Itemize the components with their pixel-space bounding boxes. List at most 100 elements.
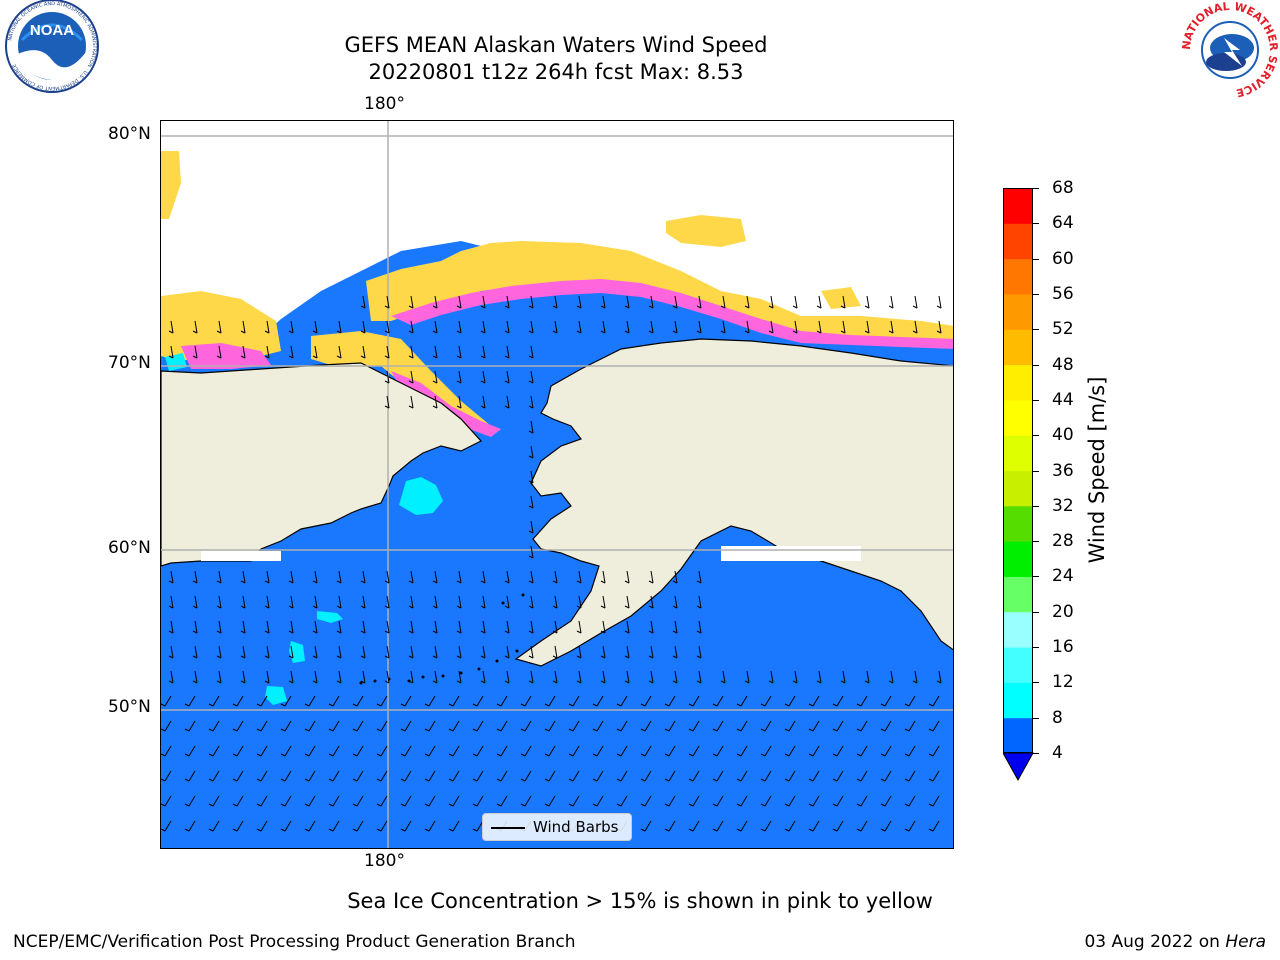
wind-barb (530, 395, 534, 409)
wind-barb-flag (208, 728, 214, 732)
wind-barb-flag (840, 330, 846, 334)
wind-barb-flag (328, 753, 334, 757)
colorbar-band (1003, 188, 1033, 224)
wind-barb-flag (768, 680, 774, 684)
colorbar-tick-mark (1033, 329, 1039, 331)
wind-barb (266, 345, 270, 359)
wind-barb (500, 795, 508, 807)
wind-barb (314, 320, 318, 334)
legend-wind-barb-icon (491, 827, 525, 829)
wind-barb-flag (688, 753, 694, 757)
wind-barb-flag (712, 728, 718, 732)
wind-barb-flag (360, 355, 366, 359)
wind-barb-flag (280, 778, 286, 782)
wind-barb (218, 570, 222, 584)
wind-barb (530, 495, 534, 509)
wind-barb-flag (528, 580, 534, 584)
colorbar-tick-mark (1033, 753, 1039, 754)
wind-barb-flag (312, 580, 318, 584)
wind-barb-flag (672, 630, 678, 634)
wind-barb (692, 720, 700, 732)
wind-barb-flag (696, 330, 702, 334)
wind-barb-flag (312, 630, 318, 634)
wind-barb-flag (240, 630, 246, 634)
speed-patch-1 (317, 611, 343, 623)
wind-barb (698, 620, 702, 634)
wind-barb-flag (576, 680, 582, 684)
wind-barb (458, 320, 462, 334)
noaa-logo: NOAA NATIONAL OCEANIC AND ATMOSPHERIC AD… (0, 0, 104, 96)
wind-barb (236, 695, 244, 707)
wind-barb-flag (408, 605, 414, 609)
wind-barb-flag (168, 605, 174, 609)
wind-barb (884, 695, 892, 707)
wind-barb-flag (432, 630, 438, 634)
wind-barb-flag (576, 605, 582, 609)
wind-barb (284, 770, 292, 782)
wind-barb-flag (208, 703, 214, 707)
wind-barb-flag (832, 803, 838, 807)
wind-barb-flag (504, 630, 510, 634)
wind-barb-flag (520, 778, 526, 782)
wind-barb-flag (696, 630, 702, 634)
wind-barb (716, 695, 724, 707)
colorbar-tick-mark (1033, 258, 1039, 260)
wind-barb-flag (312, 330, 318, 334)
wind-barb-flag (592, 728, 598, 732)
wind-barb (572, 795, 580, 807)
wind-barb (308, 770, 316, 782)
wind-barb-flag (336, 655, 342, 659)
wind-barb-flag (808, 703, 814, 707)
wind-barb (884, 795, 892, 807)
wind-barb-flag (568, 803, 574, 807)
wind-barb-flag (384, 305, 390, 309)
wind-barb-flag (232, 703, 238, 707)
wind-barb-flag (360, 630, 366, 634)
wind-barb (188, 695, 196, 707)
wind-barb-flag (352, 778, 358, 782)
wind-barb (548, 720, 556, 732)
wind-barb-flag (552, 330, 558, 334)
wind-barb (170, 570, 174, 584)
wind-barb-flag (664, 828, 670, 832)
wind-barb (386, 345, 390, 359)
wind-barb (194, 345, 198, 359)
wind-barb-flag (256, 778, 262, 782)
wind-barb (458, 570, 462, 584)
wind-barb-flag (480, 330, 486, 334)
wind-barb (362, 595, 366, 609)
wind-barb (626, 570, 630, 584)
wind-barb (740, 745, 748, 757)
wind-barb-flag (304, 728, 310, 732)
wind-barb (410, 345, 414, 359)
wind-barb (674, 295, 678, 309)
wind-barb (332, 770, 340, 782)
wind-barb-flag (640, 803, 646, 807)
wind-barb (290, 645, 294, 659)
wind-barb (938, 320, 942, 334)
wind-barb (482, 595, 486, 609)
wind-barb (284, 720, 292, 732)
wind-barb-flag (184, 703, 190, 707)
wind-barb-flag (760, 778, 766, 782)
wind-barb (404, 770, 412, 782)
wind-barb-flag (312, 355, 318, 359)
chart-subtitle: 20220801 t12z 264h fcst Max: 8.53 (368, 60, 744, 84)
wind-barb (842, 320, 846, 334)
wind-barb-flag (384, 655, 390, 659)
wind-barb-flag (400, 778, 406, 782)
wind-barb-flag (424, 803, 430, 807)
wind-barb-flag (432, 655, 438, 659)
wind-barb-flag (904, 828, 910, 832)
wind-barb-flag (288, 680, 294, 684)
wind-barb-flag (168, 655, 174, 659)
wind-barb-flag (184, 728, 190, 732)
colorbar-tick-label: 44 (1052, 389, 1074, 410)
wind-barb (620, 695, 628, 707)
wind-barb-flag (424, 703, 430, 707)
wind-barb-flag (736, 778, 742, 782)
colorbar-band (1003, 576, 1033, 613)
wind-barb-flag (312, 605, 318, 609)
wind-barb-flag (496, 728, 502, 732)
speed-patch-stlawrence (399, 477, 443, 515)
